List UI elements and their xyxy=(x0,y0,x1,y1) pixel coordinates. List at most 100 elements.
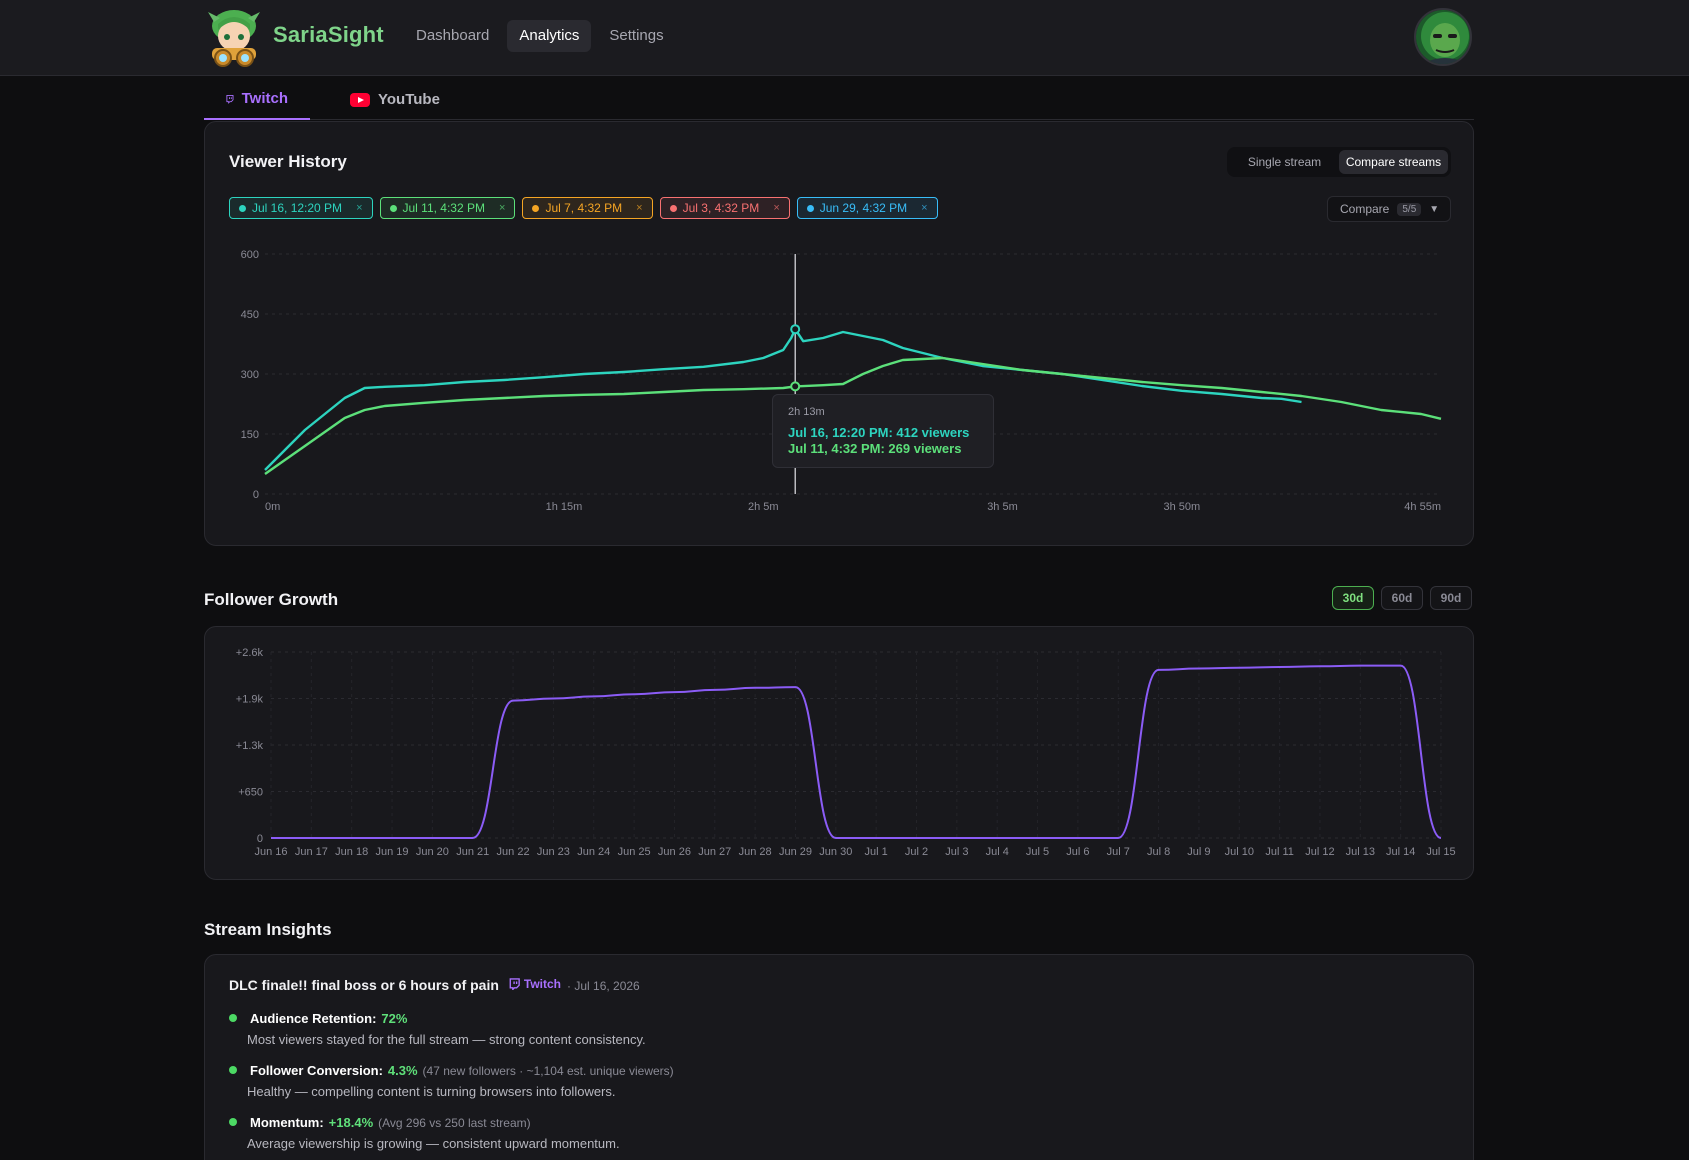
x-tick-label: Jun 28 xyxy=(739,846,772,858)
single-stream-button[interactable]: Single stream xyxy=(1247,155,1322,169)
range-selector: 30d 60d 90d xyxy=(1332,586,1472,610)
x-tick-label: 2h 5m xyxy=(748,501,779,513)
avatar-goblin-icon xyxy=(1416,10,1470,64)
mode-toggle: Single stream Compare streams xyxy=(1227,147,1451,177)
x-tick-label: Jul 3 xyxy=(945,846,968,858)
nav-settings[interactable]: Settings xyxy=(609,27,664,44)
viewer-history-chart[interactable]: 0 150 300 450 600 0m 1h 15m 2h 5m 3h 5m 3h 50m 4h … xyxy=(205,238,1473,538)
x-tick-label: 1h 15m xyxy=(546,501,583,513)
status-dot-icon xyxy=(229,1066,237,1074)
insight-value: 72% xyxy=(381,1011,408,1026)
insight-detail: (Avg 296 vs 250 last stream) xyxy=(378,1116,531,1130)
close-icon[interactable]: × xyxy=(499,202,506,214)
insight-label: Momentum: xyxy=(250,1115,324,1130)
x-tick-label: Jun 17 xyxy=(295,846,328,858)
insight-description: Healthy — compelling content is turning … xyxy=(247,1084,616,1099)
x-tick-label: Jul 9 xyxy=(1187,846,1210,858)
viewer-history-card: Viewer History Single stream Compare str… xyxy=(204,121,1474,546)
app-logo[interactable] xyxy=(206,8,262,68)
series-dot-icon xyxy=(532,204,540,212)
insight-value: +18.4% xyxy=(328,1115,374,1130)
x-tick-label: Jun 30 xyxy=(819,846,852,858)
insight-label: Follower Conversion: xyxy=(250,1063,383,1078)
compare-label: Compare xyxy=(1340,202,1390,216)
status-dot-icon xyxy=(229,1118,237,1126)
hover-point-2 xyxy=(790,381,801,392)
x-tick-label: Jun 27 xyxy=(698,846,731,858)
close-icon[interactable]: × xyxy=(356,202,363,214)
y-tick-label: 300 xyxy=(241,369,259,381)
series-dot-icon xyxy=(669,204,677,212)
insight-momentum: Momentum: +18.4% (Avg 296 vs 250 last st… xyxy=(229,1115,1329,1151)
x-tick-label: Jul 12 xyxy=(1305,846,1334,858)
chip-jul-11[interactable]: Jul 11, 4:32 PM × xyxy=(379,197,516,219)
x-tick-label: Jul 15 xyxy=(1426,846,1455,858)
close-icon[interactable]: × xyxy=(773,202,780,214)
insight-value: 4.3% xyxy=(387,1063,418,1078)
insight-platform: Twitch xyxy=(509,977,561,991)
y-tick-label: 450 xyxy=(241,309,259,321)
x-tick-label: Jul 11 xyxy=(1265,846,1294,858)
nav-analytics[interactable]: Analytics xyxy=(507,20,592,52)
compare-dropdown[interactable]: Compare 5/5 ▼ xyxy=(1327,196,1451,222)
insight-description: Average viewership is growing — consiste… xyxy=(247,1136,620,1151)
chip-jul-3[interactable]: Jul 3, 4:32 PM × xyxy=(659,197,790,219)
follower-line xyxy=(270,664,1442,839)
tooltip-time: 2h 13m xyxy=(788,406,825,418)
compare-streams-button[interactable]: Compare streams xyxy=(1339,150,1448,174)
series-line-1 xyxy=(264,328,1302,471)
y-tick-label: +1.3k xyxy=(236,740,264,752)
close-icon[interactable]: × xyxy=(636,202,643,214)
x-tick-label: Jul 6 xyxy=(1066,846,1089,858)
x-tick-label: 0m xyxy=(265,501,280,513)
caret-down-icon: ▼ xyxy=(1429,203,1440,215)
chip-label: Jul 3, 4:32 PM xyxy=(682,201,760,215)
x-tick-label: Jun 24 xyxy=(577,846,610,858)
viewer-history-title: Viewer History xyxy=(229,152,347,171)
y-tick-label: +2.6k xyxy=(236,647,264,659)
insight-retention: Audience Retention: 72% Most viewers sta… xyxy=(229,1011,1329,1047)
x-tick-label: Jul 4 xyxy=(986,846,1009,858)
status-dot-icon xyxy=(229,1014,237,1022)
logo-mascot-icon xyxy=(208,10,260,67)
chart-tooltip: 2h 13m Jul 16, 12:20 PM: 412 viewers Jul… xyxy=(772,394,994,468)
hover-point-1 xyxy=(790,324,801,335)
series-dot-icon xyxy=(239,204,246,212)
insight-platform-label: Twitch xyxy=(523,977,562,991)
x-tick-label: 4h 55m xyxy=(1404,501,1441,513)
user-avatar[interactable] xyxy=(1414,8,1472,66)
x-tick-label: Jul 8 xyxy=(1147,846,1170,858)
chip-jul-16[interactable]: Jul 16, 12:20 PM × xyxy=(229,197,373,219)
x-tick-label: Jun 19 xyxy=(376,846,409,858)
tab-youtube[interactable]: YouTube xyxy=(328,80,462,120)
x-tick-label: 3h 50m xyxy=(1164,501,1201,513)
x-tick-label: Jul 14 xyxy=(1386,846,1415,858)
tooltip-line-2: Jul 11, 4:32 PM: 269 viewers xyxy=(788,441,962,456)
x-tick-label: Jun 23 xyxy=(537,846,570,858)
nav-dashboard[interactable]: Dashboard xyxy=(416,27,490,44)
close-icon[interactable]: × xyxy=(921,202,928,214)
x-tick-label: Jul 13 xyxy=(1346,846,1375,858)
chip-label: Jun 29, 4:32 PM xyxy=(819,201,908,215)
range-90d-button[interactable]: 90d xyxy=(1430,586,1472,610)
twitch-icon xyxy=(509,978,520,990)
stream-insights-title: Stream Insights xyxy=(204,920,332,939)
insight-stream-title: DLC finale!! final boss or 6 hours of pa… xyxy=(229,977,499,993)
tab-twitch[interactable]: Twitch xyxy=(204,80,310,120)
youtube-icon xyxy=(350,93,370,107)
range-30d-button[interactable]: 30d xyxy=(1332,586,1374,610)
chip-jul-7[interactable]: Jul 7, 4:32 PM × xyxy=(522,197,653,219)
y-tick-label: 0 xyxy=(257,833,263,845)
range-60d-button[interactable]: 60d xyxy=(1381,586,1423,610)
x-tick-label: Jul 7 xyxy=(1107,846,1130,858)
y-tick-label: 600 xyxy=(241,249,259,261)
series-line-2 xyxy=(264,356,1442,475)
series-dot-icon xyxy=(806,204,814,212)
twitch-icon xyxy=(226,95,234,104)
follower-growth-chart[interactable]: 0 +650 +1.3k +1.9k +2.6k Jun 16 Jun 17 Jun 18 Ju… xyxy=(205,627,1473,879)
x-tick-label: Jul 1 xyxy=(865,846,888,858)
stream-insights-card: DLC finale!! final boss or 6 hours of pa… xyxy=(204,954,1474,1160)
y-tick-label: +650 xyxy=(238,787,263,799)
chip-jun-29[interactable]: Jun 29, 4:32 PM × xyxy=(796,197,938,219)
chip-label: Jul 11, 4:32 PM xyxy=(402,201,486,215)
